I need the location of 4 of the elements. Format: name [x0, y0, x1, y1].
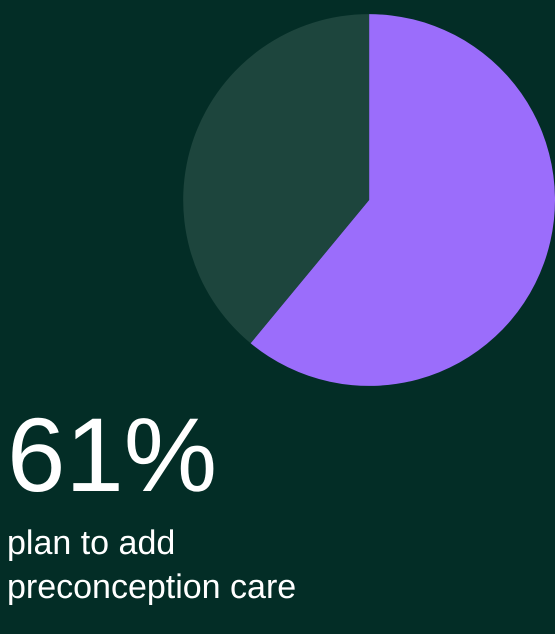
pie-slice: [183, 14, 370, 344]
text: 61%: [7, 397, 218, 514]
text: plan to add preconception care: [7, 524, 296, 606]
pie-slice: [250, 14, 555, 386]
